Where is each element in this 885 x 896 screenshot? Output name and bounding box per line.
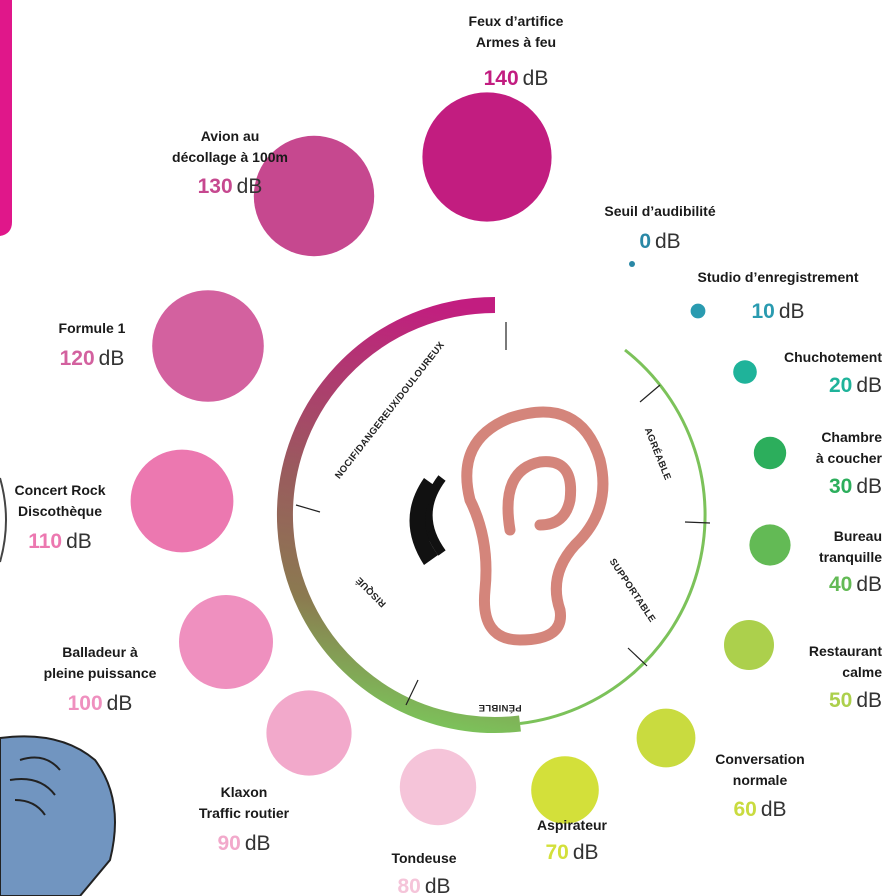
value-number: 120 <box>60 347 95 370</box>
ring-thick <box>285 305 520 725</box>
level-circle <box>754 437 786 469</box>
level-circle <box>266 690 351 775</box>
level-circle <box>749 524 790 565</box>
infographic: NOCIF/DANGEREUX/DOULOUREUXAGRÉABLESUPPOR… <box>0 0 885 896</box>
value-unit: dB <box>573 841 599 864</box>
decor-blob <box>0 736 115 896</box>
value-number: 40 <box>829 573 852 596</box>
value-number: 90 <box>217 832 240 855</box>
item-label: Bureau <box>834 528 882 544</box>
item-label: Discothèque <box>18 503 102 519</box>
item-label: pleine puissance <box>44 665 157 681</box>
item-label: Aspirateur <box>537 817 608 833</box>
value-number: 80 <box>397 875 420 896</box>
value-number: 130 <box>198 175 233 198</box>
level-circle <box>152 290 264 402</box>
value-unit: dB <box>99 347 125 370</box>
value-unit: dB <box>523 67 549 90</box>
value-unit: dB <box>761 798 787 821</box>
zone-label: RISQUÉ <box>354 574 389 609</box>
item-label: Conversation <box>715 751 804 767</box>
sound-wave <box>410 478 439 565</box>
item-label: normale <box>733 772 788 788</box>
item-label: Restaurant <box>809 643 882 659</box>
ear-icon <box>467 412 603 640</box>
value-unit: dB <box>66 530 92 553</box>
item-label: Armes à feu <box>476 34 556 50</box>
item-label: Chambre <box>821 429 882 445</box>
item-label: calme <box>842 664 882 680</box>
value-number: 10 <box>751 300 774 323</box>
item-label: à coucher <box>816 450 883 466</box>
level-circle <box>179 595 273 689</box>
value-number: 100 <box>68 692 103 715</box>
value-number: 50 <box>829 689 852 712</box>
ring-thin <box>520 350 705 724</box>
value-unit: dB <box>107 692 133 715</box>
item-label: Tondeuse <box>391 850 456 866</box>
value-unit: dB <box>779 300 805 323</box>
value-unit: dB <box>245 832 271 855</box>
value-number: 70 <box>545 841 568 864</box>
decor-arc <box>0 478 6 562</box>
value-number: 110 <box>28 530 62 553</box>
zone-label: SUPPORTABLE <box>607 557 658 625</box>
item-label: Seuil d’audibilité <box>604 203 715 219</box>
level-circle <box>131 450 234 553</box>
value-unit: dB <box>856 374 882 397</box>
item-label: Studio d’enregistrement <box>697 269 858 285</box>
item-label: tranquille <box>819 549 882 565</box>
item-label: Traffic routier <box>199 805 290 821</box>
zone-label: PÉNIBLE <box>478 702 521 713</box>
value-number: 30 <box>829 475 852 498</box>
item-label: Concert Rock <box>14 482 105 498</box>
value-unit: dB <box>425 875 451 896</box>
level-circle <box>691 304 706 319</box>
item-label: Formule 1 <box>59 320 126 336</box>
item-label: décollage à 100m <box>172 149 288 165</box>
value-unit: dB <box>856 475 882 498</box>
item-label: Chuchotement <box>784 349 882 365</box>
item-label: Klaxon <box>221 784 268 800</box>
zone-label: AGRÉABLE <box>642 426 673 482</box>
level-circle <box>422 92 551 221</box>
value-number: 140 <box>484 67 519 90</box>
value-unit: dB <box>856 689 882 712</box>
level-circle <box>400 749 476 825</box>
level-circle <box>629 261 635 267</box>
item-label: Feux d’artifice <box>469 13 564 29</box>
value-unit: dB <box>655 230 681 253</box>
level-circle <box>531 756 599 824</box>
value-unit: dB <box>856 573 882 596</box>
level-circle <box>733 360 757 384</box>
side-bar <box>0 0 12 236</box>
value-number: 60 <box>733 798 756 821</box>
level-circle <box>637 709 696 768</box>
level-circle <box>724 620 774 670</box>
item-label: Balladeur à <box>62 644 138 660</box>
value-unit: dB <box>237 175 263 198</box>
value-number: 20 <box>829 374 852 397</box>
item-label: Avion au <box>201 128 260 144</box>
value-number: 0 <box>639 230 651 253</box>
